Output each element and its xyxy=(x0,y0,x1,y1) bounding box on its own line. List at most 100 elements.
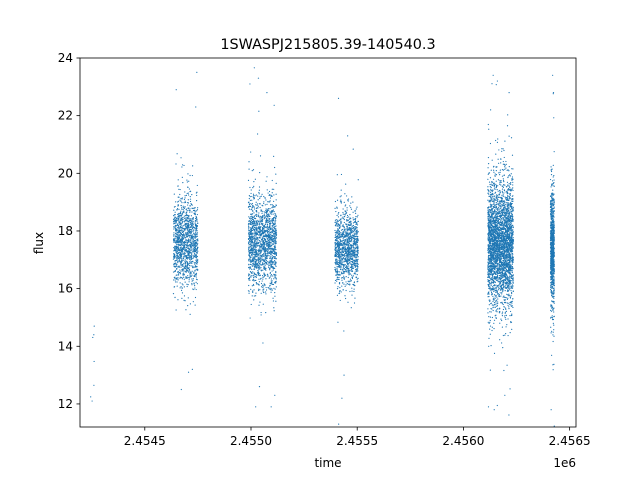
data-points xyxy=(90,67,555,427)
data-point xyxy=(183,256,185,258)
data-point xyxy=(194,274,196,276)
data-point xyxy=(273,307,275,309)
data-point xyxy=(183,236,185,238)
data-point xyxy=(273,155,275,157)
data-point xyxy=(191,237,193,240)
data-point xyxy=(248,198,250,200)
data-point xyxy=(185,218,187,220)
data-point xyxy=(338,257,340,259)
data-point xyxy=(183,207,186,210)
data-point xyxy=(191,226,193,228)
data-point xyxy=(266,261,268,263)
data-point xyxy=(253,224,255,226)
data-point xyxy=(271,250,273,252)
data-point xyxy=(181,198,183,200)
data-point xyxy=(265,289,268,291)
data-point xyxy=(188,267,190,269)
data-point xyxy=(272,248,274,250)
data-point xyxy=(506,324,508,326)
data-point xyxy=(196,259,198,262)
data-point xyxy=(258,278,260,280)
data-point xyxy=(189,261,191,263)
data-point xyxy=(251,225,254,228)
data-point xyxy=(258,281,261,283)
data-point xyxy=(174,235,176,237)
data-point xyxy=(341,269,343,271)
data-point xyxy=(189,196,191,198)
data-point xyxy=(259,196,261,198)
data-point xyxy=(187,240,190,242)
data-point xyxy=(177,238,180,240)
data-point xyxy=(511,263,513,265)
data-point xyxy=(345,270,347,272)
data-point xyxy=(334,234,337,236)
data-point xyxy=(346,251,348,254)
data-point xyxy=(249,273,251,275)
data-point xyxy=(340,229,343,231)
data-point xyxy=(256,260,258,262)
data-point xyxy=(189,258,191,260)
data-point xyxy=(267,221,269,223)
data-point xyxy=(344,255,346,258)
data-point xyxy=(250,288,252,290)
data-point xyxy=(273,230,275,232)
data-point xyxy=(179,273,182,275)
data-point xyxy=(173,250,175,252)
data-point xyxy=(260,238,263,240)
data-point xyxy=(344,211,347,213)
data-point xyxy=(186,181,188,183)
data-point xyxy=(354,253,356,255)
data-point xyxy=(255,204,257,206)
data-point xyxy=(181,243,183,245)
data-point xyxy=(181,252,183,254)
data-point xyxy=(195,259,197,261)
data-point xyxy=(180,251,182,253)
data-point xyxy=(264,197,266,199)
data-point xyxy=(345,229,347,231)
data-point xyxy=(501,319,503,322)
data-point xyxy=(273,267,275,269)
data-point xyxy=(181,197,183,199)
data-point xyxy=(260,195,262,197)
data-point xyxy=(355,212,357,214)
data-point xyxy=(273,216,275,219)
data-point xyxy=(256,266,258,268)
data-point xyxy=(184,266,186,268)
data-point xyxy=(254,254,256,256)
data-point xyxy=(340,214,342,216)
data-point xyxy=(188,281,190,283)
data-point xyxy=(257,271,260,273)
data-point xyxy=(183,286,185,288)
data-point xyxy=(252,237,254,239)
data-point xyxy=(253,278,255,280)
data-point xyxy=(335,210,337,213)
data-point xyxy=(353,237,356,239)
data-point xyxy=(506,364,508,366)
data-point xyxy=(261,216,263,218)
data-point xyxy=(193,271,195,273)
data-point xyxy=(195,216,198,219)
data-point xyxy=(341,249,343,251)
data-point xyxy=(335,254,338,256)
data-point xyxy=(275,236,277,238)
data-point xyxy=(194,244,196,246)
data-point xyxy=(187,232,189,234)
data-point xyxy=(270,257,272,259)
data-point xyxy=(182,253,184,255)
data-point xyxy=(258,272,260,275)
data-point xyxy=(346,209,348,211)
data-point xyxy=(180,226,182,228)
data-point xyxy=(177,257,179,259)
data-point xyxy=(182,284,184,286)
data-point xyxy=(267,201,269,203)
data-point xyxy=(262,228,264,230)
data-point xyxy=(354,210,356,212)
data-point xyxy=(250,267,252,269)
data-point xyxy=(181,256,183,258)
data-point xyxy=(248,292,250,294)
data-point xyxy=(334,243,336,245)
data-point xyxy=(190,241,192,243)
data-point xyxy=(248,208,251,210)
data-point xyxy=(272,269,274,271)
data-point xyxy=(174,256,176,258)
